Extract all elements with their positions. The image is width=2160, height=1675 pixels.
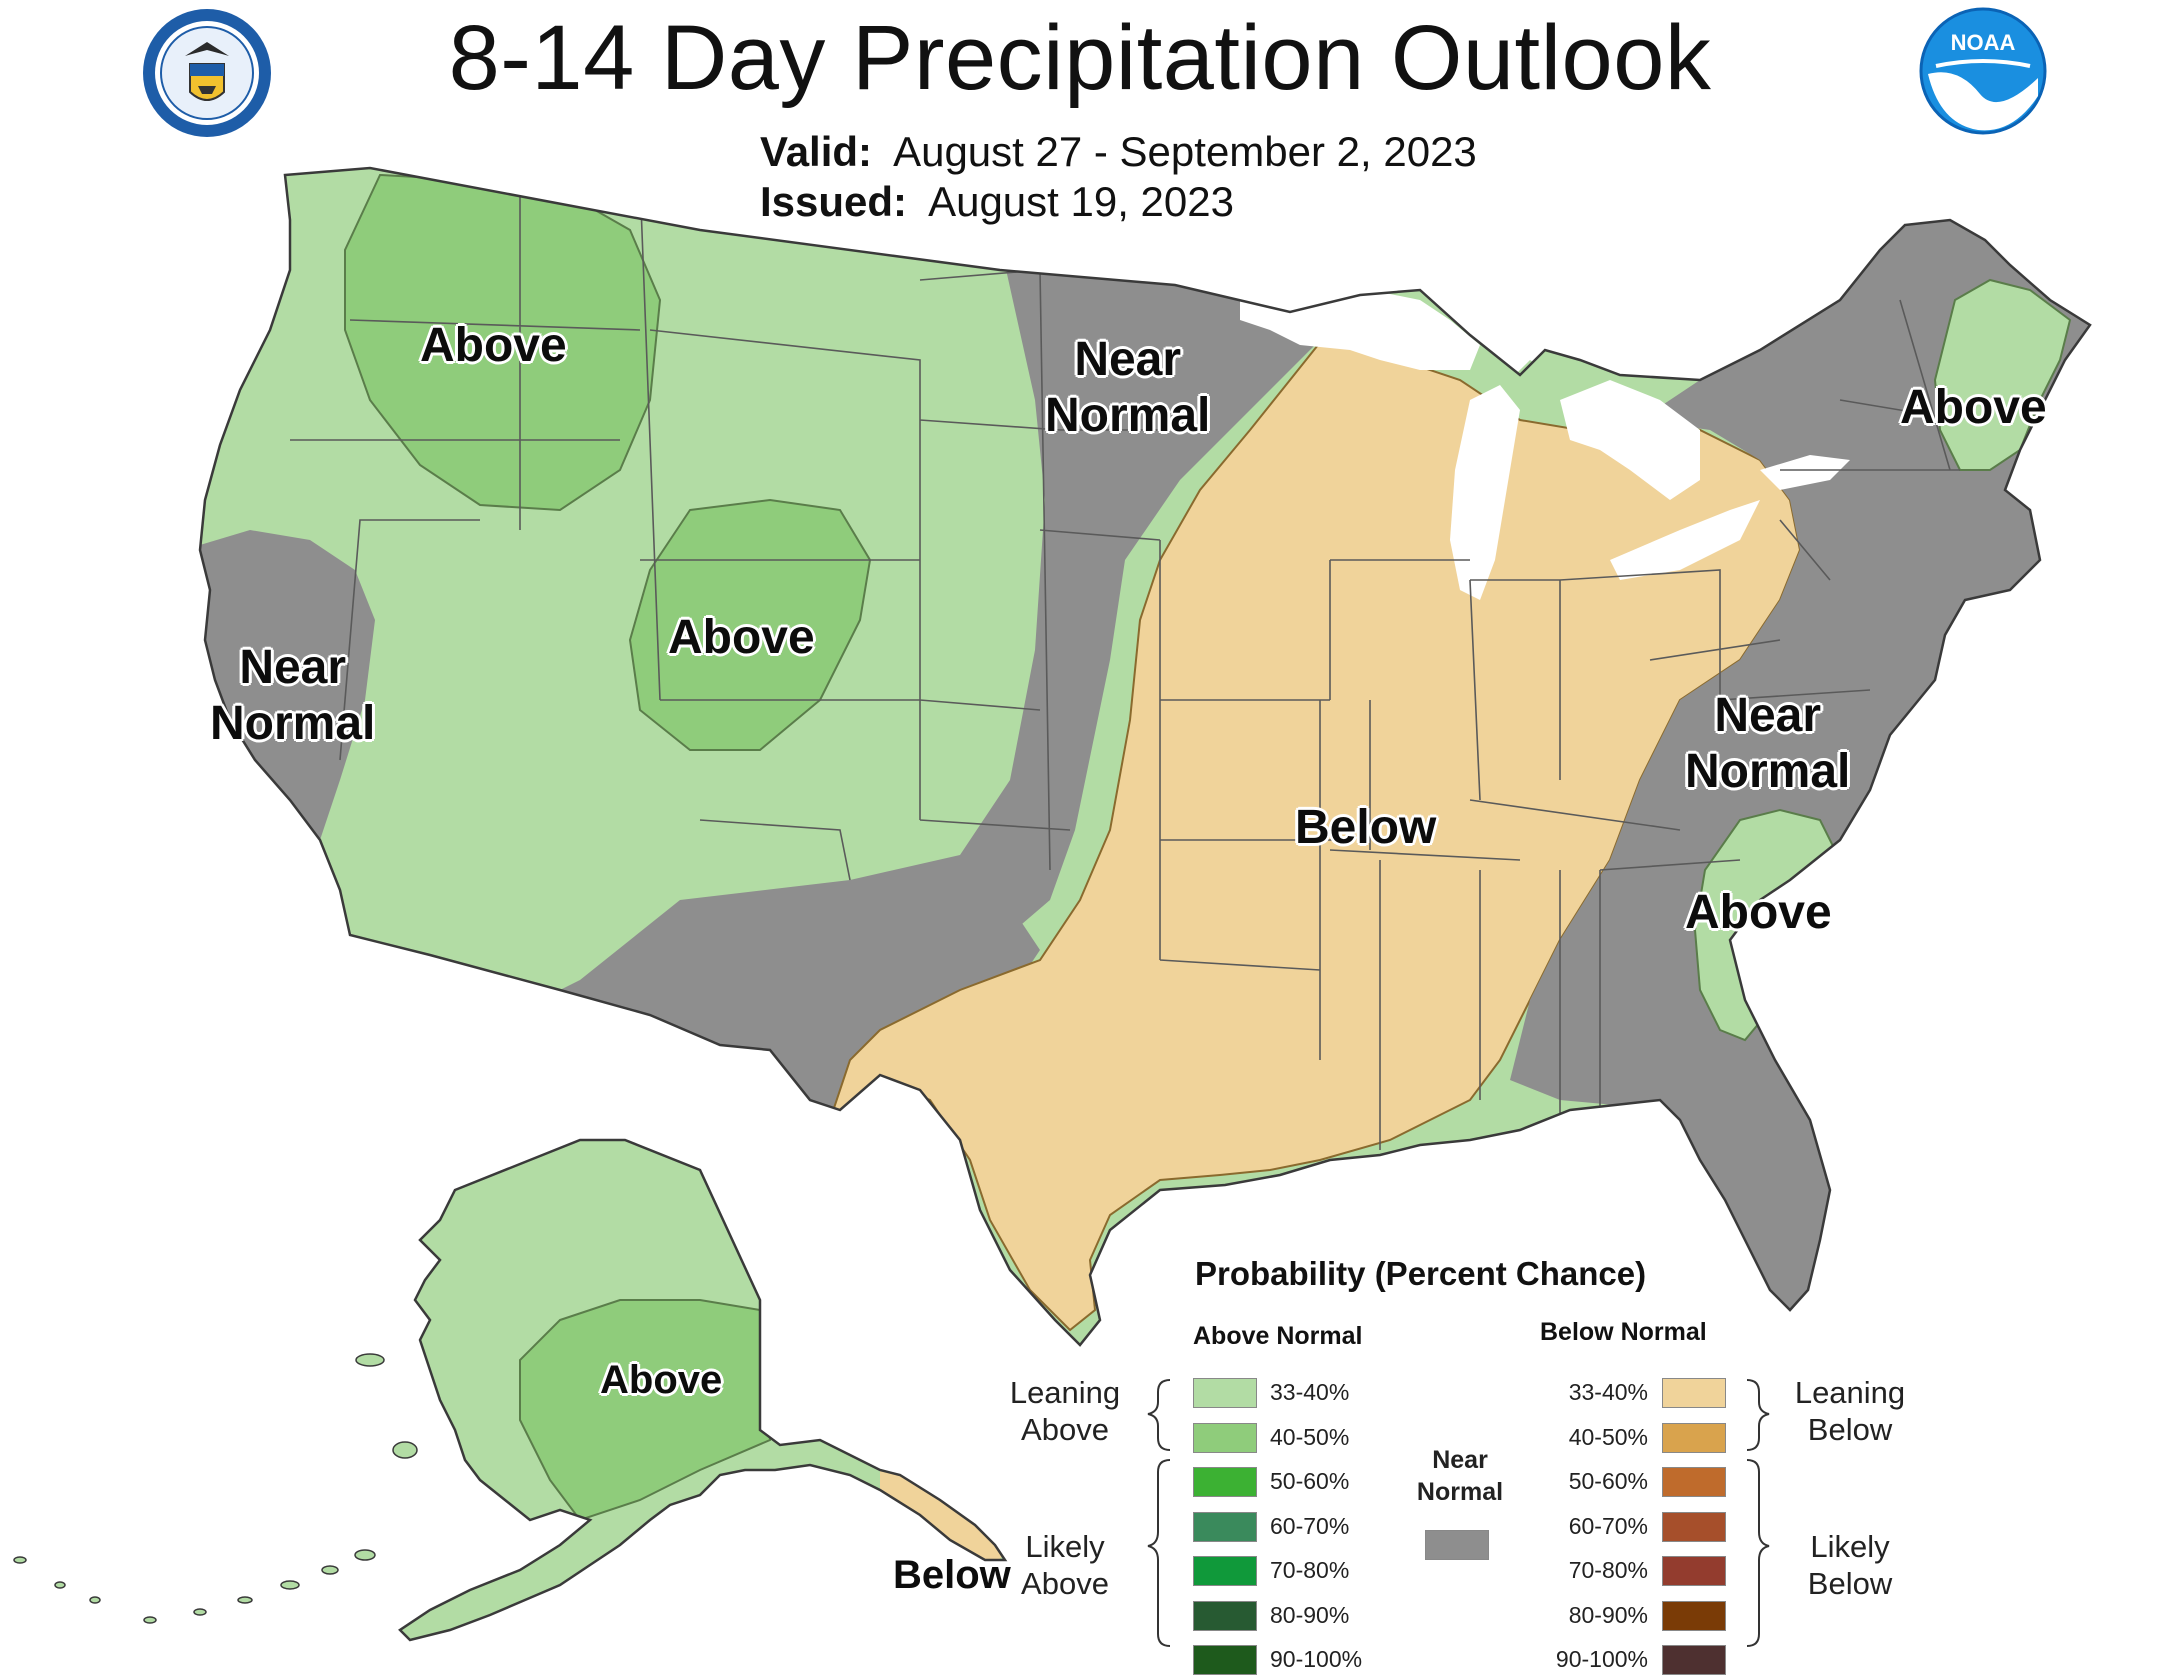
legend-below-pct: 90-100% [1555,1646,1648,1672]
legend-below-brackets [1746,1379,1770,1647]
legend-above-swatch [1193,1556,1257,1586]
legend-above-pct: 33-40% [1270,1379,1350,1405]
label-ak-below: Below [893,1553,1011,1597]
conus-outline [198,166,2092,1347]
legend-leaning-below: Leaning Below [1794,1375,1906,1447]
aleutian-islands [13,1353,418,1624]
legend-above-swatch [1193,1378,1257,1408]
legend-below-pct: 60-70% [1568,1513,1648,1539]
label-ca-near-normal: Near Normal [210,641,376,750]
label-ak-above: Above [600,1358,723,1402]
valid-value: August 27 - September 2, 2023 [893,128,1477,175]
legend-below-swatch [1662,1601,1726,1631]
legend-below-swatch [1662,1467,1726,1497]
commerce-seal-icon [143,9,271,137]
legend-below-swatch [1662,1556,1726,1586]
legend-above-swatch [1193,1645,1257,1675]
legend-likely-above: Likely Above [1021,1529,1109,1601]
legend-above-brackets [1147,1379,1171,1647]
legend-below-header: Below Normal [1540,1318,1707,1346]
label-sc-above: Above [1685,886,1832,939]
legend-below-swatch [1662,1423,1726,1453]
label-central-below: Below [1295,801,1437,854]
issued-value: August 19, 2023 [928,178,1234,225]
legend-above-pct: 40-50% [1270,1424,1350,1450]
lake-huron [1560,380,1700,500]
label-nw-above: Above [420,319,567,372]
lake-erie [1610,500,1760,580]
alaska-outline [398,1138,1008,1642]
legend-below-pct: 33-40% [1568,1379,1648,1405]
legend-above-pct: 80-90% [1270,1602,1350,1628]
legend-above-swatch [1193,1423,1257,1453]
legend-below-pct: 80-90% [1568,1602,1648,1628]
legend-below-swatch [1662,1645,1726,1675]
legend-likely-below: Likely Below [1807,1529,1893,1601]
region-above-colorado [628,498,872,751]
legend-above-swatch [1193,1512,1257,1542]
region-above-northeast [1933,278,2072,471]
issued-date: Issued: August 19, 2023 [760,178,1234,226]
legend-above-swatch [1193,1467,1257,1497]
legend-above-swatch [1193,1601,1257,1631]
legend-below-swatch [1662,1378,1726,1408]
label-near-normal-north: Near Normal [1045,333,1211,442]
legend-below-pct: 70-80% [1568,1557,1648,1583]
noaa-logo-icon: NOAA [1919,7,2047,135]
legend-above-pct: 50-60% [1270,1468,1350,1494]
legend-below-pct: 40-50% [1568,1424,1648,1450]
alaska-above-interior [519,1299,772,1522]
legend-below-swatch [1662,1512,1726,1542]
label-co-above: Above [668,611,815,664]
legend-above-header: Above Normal [1193,1322,1363,1350]
page-title: 8-14 Day Precipitation Outlook [448,7,1712,109]
noaa-logo-text: NOAA [1951,30,2016,55]
lake-ontario [1760,455,1850,490]
legend-above-pct: 90-100% [1270,1646,1363,1672]
lake-michigan [1450,385,1520,600]
label-ne-above: Above [1900,381,2047,434]
legend-near-normal: Near Normal [1416,1446,1504,1506]
legend-near-normal-swatch [1425,1530,1489,1560]
legend-below-pct: 50-60% [1568,1468,1648,1494]
region-near-normal-east [1510,220,2090,1310]
region-near-normal-sw [555,890,1040,1180]
issued-label: Issued: [760,178,908,225]
legend-title: Probability (Percent Chance) [1195,1255,1647,1292]
legend-leaning-above: Leaning Above [1009,1375,1121,1447]
valid-dates: Valid: August 27 - September 2, 2023 [760,128,1477,176]
legend-above-pct: 60-70% [1270,1513,1350,1539]
legend-above-pct: 70-80% [1270,1557,1350,1583]
valid-label: Valid: [760,128,873,175]
state-boundaries [290,179,1961,1150]
label-east-near-normal: Near Normal [1685,689,1851,798]
